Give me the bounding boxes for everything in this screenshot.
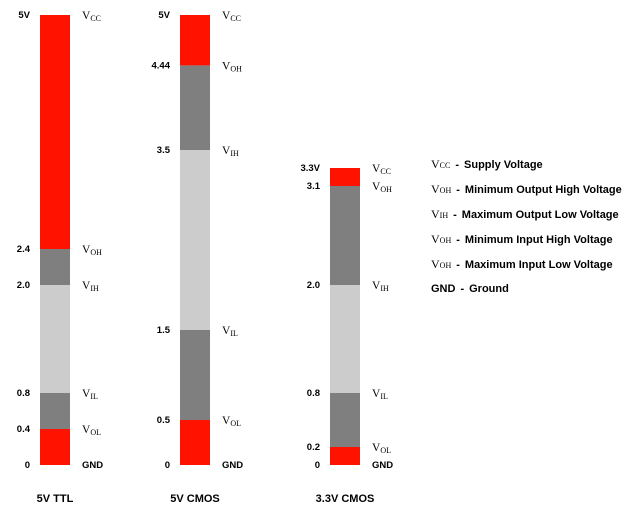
level-symbol: VOL [82, 424, 101, 437]
level-symbol: VCC [222, 10, 241, 23]
legend-description: Maximum Output Low Voltage [462, 209, 619, 221]
level-value: 3.3V [300, 163, 320, 174]
legend-description: Ground [469, 283, 509, 295]
level-symbol: VCC [372, 163, 391, 176]
column-1: 5V VCC 4.44 VOH 3.5 VIH 1.5 VIL 0.5 VOL 0 GND 5V CMO… [152, 10, 244, 505]
bar-segment-undefined [330, 393, 360, 447]
legend: VCC - Supply Voltage VOH - Minimum Output Hig… [431, 154, 641, 304]
level-value: 0.8 [17, 388, 30, 399]
level-value: 5V [18, 10, 30, 21]
legend-symbol: VOH [431, 182, 451, 196]
level-value: 4.44 [152, 60, 171, 71]
level-value: 0.4 [17, 424, 31, 435]
level-symbol: VOL [222, 415, 241, 428]
legend-item: VOH - Maximum Input Low Voltage [431, 254, 641, 279]
level-value: 0.5 [157, 415, 171, 426]
bar-segment-rail [180, 15, 210, 65]
level-value: 5V [158, 10, 170, 21]
legend-item: VCC - Supply Voltage [431, 154, 641, 179]
level-symbol: VOH [222, 60, 242, 73]
legend-item: VOH - Minimum Input High Voltage [431, 229, 641, 254]
bar-segment-undefined [40, 249, 70, 285]
legend-symbol: VCC [431, 157, 450, 171]
column-title: 5V TTL [37, 493, 74, 505]
legend-description: Supply Voltage [464, 159, 543, 171]
level-symbol: VOL [372, 442, 391, 455]
level-symbol: VCC [82, 10, 101, 23]
legend-symbol: VOH [431, 232, 451, 246]
level-value: 0 [25, 460, 30, 471]
legend-separator: - [456, 259, 460, 271]
level-symbol-gnd: GND [372, 460, 393, 471]
bar-segment-undefined [180, 330, 210, 420]
legend-separator: - [456, 184, 460, 196]
legend-description: Minimum Output High Voltage [465, 184, 622, 196]
bar-segment-threshold [330, 285, 360, 393]
bar-segment-threshold [40, 285, 70, 393]
level-symbol: VIH [222, 145, 239, 158]
level-symbol-gnd: GND [82, 460, 103, 471]
column-title: 5V CMOS [170, 493, 220, 505]
legend-description: Maximum Input Low Voltage [465, 259, 613, 271]
level-value: 2.0 [307, 280, 320, 291]
level-value: 0 [165, 460, 170, 471]
level-symbol: VOH [82, 244, 102, 257]
bar-segment-rail [330, 168, 360, 186]
legend-separator: - [455, 159, 459, 171]
legend-separator: - [453, 209, 457, 221]
legend-item: VOH - Minimum Output High Voltage [431, 179, 641, 204]
column-title: 3.3V CMOS [316, 493, 375, 505]
column-0: 5V VCC 2.4 VOH 2.0 VIH 0.8 VIL 0.4 VOL 0 GND 5V TTL [17, 10, 103, 505]
level-symbol: VIL [222, 325, 238, 338]
legend-item: GND - Ground [431, 279, 641, 304]
level-symbol-gnd: GND [222, 460, 243, 471]
legend-description: Minimum Input High Voltage [465, 234, 613, 246]
legend-symbol: VIH [431, 207, 448, 221]
bar-segment-rail [180, 420, 210, 465]
legend-separator: - [460, 283, 464, 295]
level-symbol: VIH [372, 280, 389, 293]
bar-segment-threshold [180, 150, 210, 330]
legend-symbol: GND [431, 283, 455, 295]
legend-symbol: VOH [431, 257, 451, 271]
bar-segment-undefined [40, 393, 70, 429]
level-value: 0.8 [307, 388, 320, 399]
bar-segment-rail [40, 429, 70, 465]
level-value: 3.5 [157, 145, 171, 156]
bar-segment-rail [330, 447, 360, 465]
legend-separator: - [456, 234, 460, 246]
level-value: 0 [315, 460, 320, 471]
level-symbol: VIH [82, 280, 99, 293]
level-value: 3.1 [307, 181, 321, 192]
level-value: 0.2 [307, 442, 320, 453]
level-symbol: VIL [82, 388, 98, 401]
bar-segment-undefined [180, 65, 210, 150]
level-symbol: VIL [372, 388, 388, 401]
level-value: 1.5 [157, 325, 171, 336]
level-value: 2.4 [17, 244, 31, 255]
level-symbol: VOH [372, 181, 392, 194]
legend-item: VIH - Maximum Output Low Voltage [431, 204, 641, 229]
bar-segment-rail [40, 15, 70, 249]
level-value: 2.0 [17, 280, 30, 291]
bar-segment-undefined [330, 186, 360, 285]
column-2: 3.3V VCC 3.1 VOH 2.0 VIH 0.8 VIL 0.2 VOL 0 GND 3.3V … [300, 163, 393, 505]
